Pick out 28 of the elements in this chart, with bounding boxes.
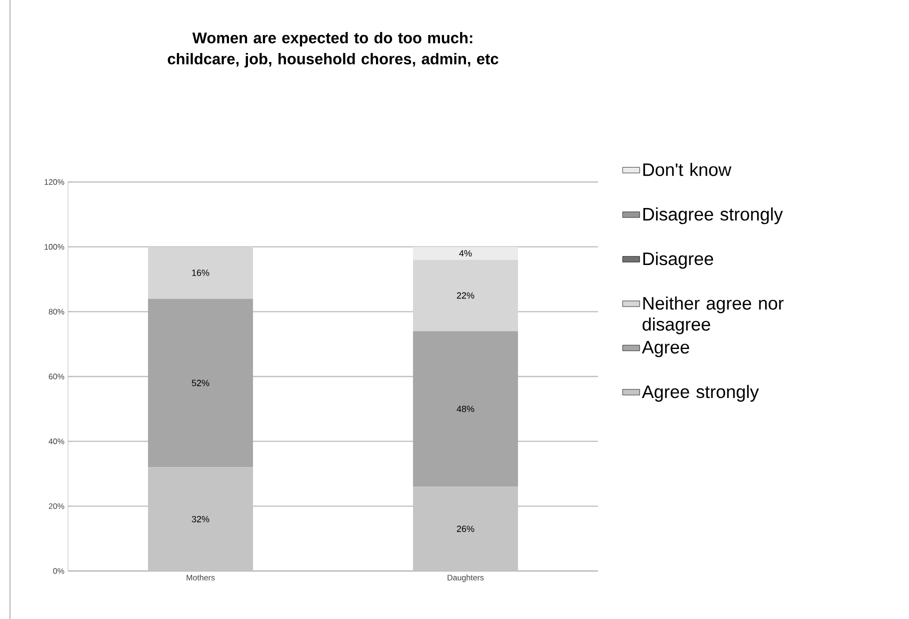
y-tick-label: 120% (44, 179, 64, 185)
legend-label: Agree strongly (642, 384, 759, 402)
y-tick-label: 0% (53, 568, 64, 574)
legend-label: Neither agree nor disagree (642, 296, 784, 334)
bar (413, 260, 518, 332)
data-label: 32% (192, 516, 210, 522)
data-label: 48% (456, 406, 474, 412)
legend-label: Disagree strongly (643, 207, 783, 224)
bar (148, 246, 254, 299)
data-label: 26% (456, 526, 474, 532)
data-label: 16% (192, 270, 210, 276)
legend-label: Disagree (643, 252, 714, 269)
bar (148, 298, 254, 468)
data-label: 4% (459, 250, 472, 256)
x-tick-label: Daughters (448, 574, 484, 582)
x-tick-label: Mothers (186, 574, 215, 580)
data-label: 52% (192, 380, 210, 386)
y-tick-label: 60% (48, 374, 64, 380)
chart-title: Women are expected to do too much: childcare, job, household chores, admin, etc (168, 32, 498, 68)
legend-label: Don't know (643, 162, 732, 176)
y-tick-label: 40% (48, 438, 64, 444)
data-label: 22% (456, 292, 474, 299)
bar (413, 246, 518, 260)
y-tick-label: 20% (48, 503, 64, 509)
y-tick-label: 80% (48, 308, 64, 314)
legend-label: Agree (642, 341, 690, 358)
y-tick-label: 100% (44, 244, 64, 250)
bar (413, 331, 518, 487)
